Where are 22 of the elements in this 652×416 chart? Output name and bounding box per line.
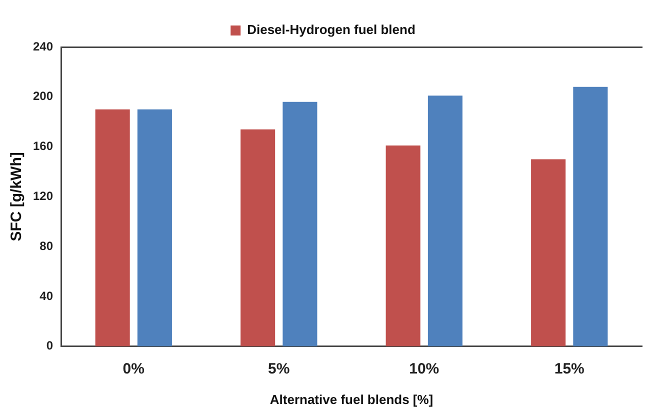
x-tick-label: 15% <box>554 360 584 378</box>
bar <box>240 129 276 346</box>
y-axis-title: SFC [g/kWh] <box>8 152 26 242</box>
y-tick-label: 200 <box>32 89 54 104</box>
bar <box>137 109 172 346</box>
y-tick-label: 240 <box>32 39 54 54</box>
bar <box>386 146 420 346</box>
x-tick-label: 10% <box>409 360 440 378</box>
y-tick-label: 120 <box>32 189 54 204</box>
bar <box>95 109 130 346</box>
x-tick-label: 5% <box>268 360 290 378</box>
y-tick-label: 40 <box>40 288 54 303</box>
bar <box>573 86 608 346</box>
bar <box>428 96 462 346</box>
y-tick-label: 0 <box>46 338 54 353</box>
bar <box>531 159 566 346</box>
legend-label: Diesel-Hydrogen fuel blend <box>247 22 416 38</box>
y-tick-label: 160 <box>32 139 54 154</box>
x-tick-label: 0% <box>122 360 144 378</box>
x-axis-title: Alternative fuel blends [%] <box>270 392 434 407</box>
bar <box>282 102 318 346</box>
y-tick-label: 80 <box>40 238 54 253</box>
